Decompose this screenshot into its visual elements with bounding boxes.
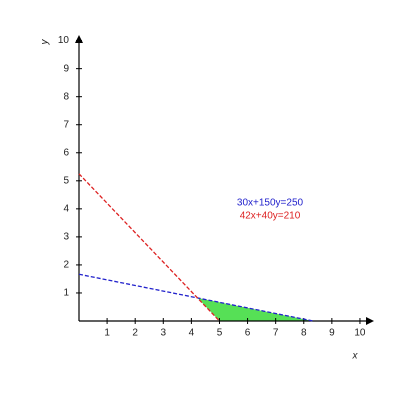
y-axis-arrow	[75, 35, 83, 43]
x-tick-label: 8	[301, 328, 307, 339]
y-tick-label: 8	[63, 91, 69, 102]
x-tick-label: 6	[245, 328, 251, 339]
x-tick-label: 3	[161, 328, 167, 339]
constraint-line	[78, 273, 314, 322]
y-tick-label: 1	[63, 288, 69, 299]
y-tick-label: 2	[63, 260, 69, 271]
y-tick-label: 10	[58, 35, 70, 46]
x-axis-label: x	[352, 351, 359, 362]
y-tick-label: 5	[63, 175, 69, 186]
x-tick-label: 1	[104, 328, 110, 339]
y-tick-label: 4	[63, 203, 69, 214]
y-tick-label: 3	[63, 232, 69, 243]
x-tick-label: 2	[132, 328, 138, 339]
y-axis-label: y	[40, 39, 51, 46]
x-tick-label: 7	[273, 328, 279, 339]
legend-label: 42x+40y=210	[240, 211, 301, 222]
x-tick-label: 4	[189, 328, 195, 339]
x-tick-label: 9	[329, 328, 335, 339]
y-tick-label: 7	[63, 119, 69, 130]
x-tick-label: 10	[354, 328, 366, 339]
legend-label: 30x+150y=250	[237, 198, 304, 209]
x-axis-arrow	[366, 317, 374, 325]
x-tick-label: 5	[217, 328, 223, 339]
y-tick-label: 6	[63, 147, 69, 158]
y-tick-label: 9	[63, 63, 69, 74]
constraint-line	[78, 173, 220, 322]
